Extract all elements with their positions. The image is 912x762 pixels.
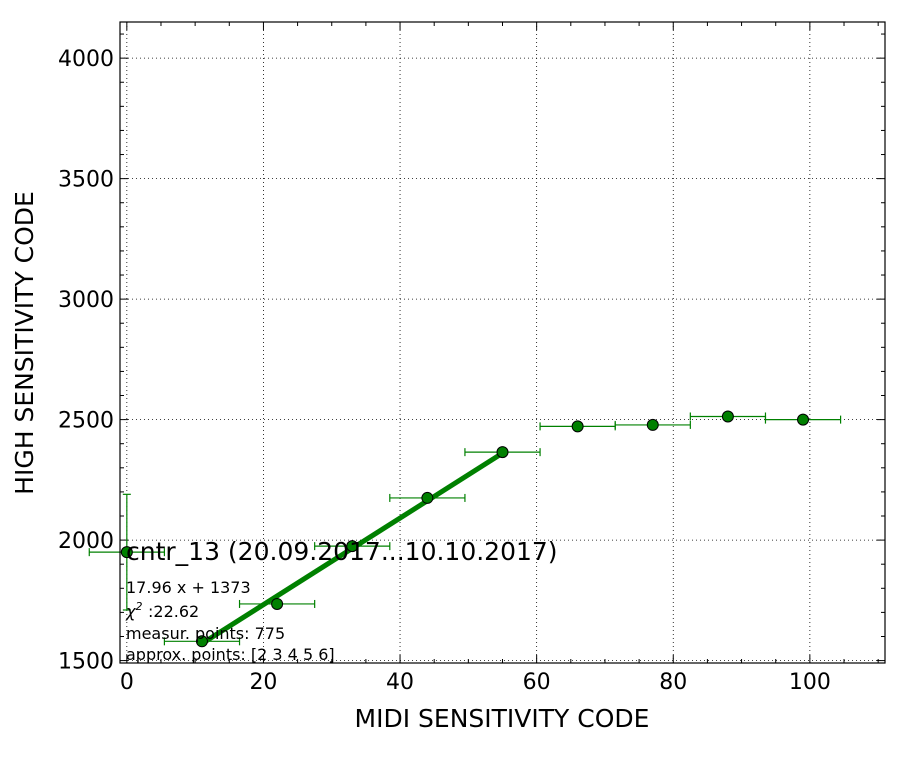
data-point: [721, 410, 734, 423]
plot-frame: [119, 21, 886, 664]
data-point: [346, 540, 359, 553]
annotation-chi2: χ2 :22.62: [125, 600, 199, 621]
annotation-approx-points: approx. points: [2 3 4 5 6]: [126, 645, 335, 664]
y-tick-label: 1500: [58, 650, 114, 675]
annotation-title: cntr_13 (20.09.2017...10.10.2017): [126, 537, 558, 566]
data-point: [571, 420, 584, 433]
data-point: [195, 635, 208, 648]
data-point: [271, 597, 284, 610]
chi2-symbol: χ2: [125, 600, 142, 621]
y-tick-label: 3000: [58, 288, 114, 313]
data-point: [120, 546, 133, 559]
data-point: [797, 413, 810, 426]
y-tick-label: 2000: [58, 529, 114, 554]
axis-ticks: 0 20 40 60 80 100 1500 2000 2500 3000 3500 4000: [58, 22, 885, 695]
chi2-value: :22.62: [148, 602, 199, 621]
x-tick-label: 80: [659, 670, 687, 695]
x-tick-label: 60: [523, 670, 551, 695]
x-axis-label: MIDI SENSITIVITY CODE: [355, 704, 650, 733]
x-tick-label: 100: [789, 670, 831, 695]
y-axis-label: HIGH SENSITIVITY CODE: [10, 191, 39, 495]
data-point: [496, 446, 509, 459]
y-tick-label: 4000: [58, 47, 114, 72]
plot-area: [88, 410, 842, 648]
x-tick-label: 40: [386, 670, 414, 695]
y-tick-label: 2500: [58, 409, 114, 434]
data-point: [421, 491, 434, 504]
data-point: [646, 418, 659, 431]
x-tick-label: 0: [120, 670, 134, 695]
x-tick-label: 20: [249, 670, 277, 695]
y-tick-label: 3500: [58, 168, 114, 193]
grid: [120, 22, 885, 663]
annotation-measur-points: measur. points: 775: [126, 624, 285, 643]
annotation-equation: 17.96 x + 1373: [126, 578, 251, 597]
